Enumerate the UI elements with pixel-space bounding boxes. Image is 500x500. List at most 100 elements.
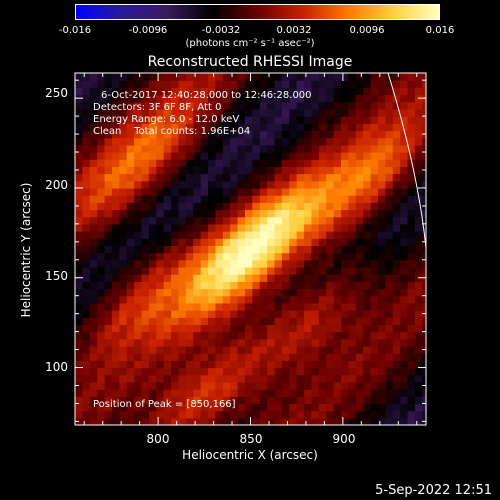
heatmap-cell [89,403,98,412]
heatmap-cell [422,389,426,397]
heatmap-cell [75,252,83,261]
heatmap-cell [141,288,150,297]
heatmap-cell [341,396,350,405]
heatmap-cell [341,274,350,282]
heatmap-cell [400,324,409,333]
heatmap-cell [296,173,305,182]
heatmap-cell [163,152,172,160]
heatmap-cell [156,180,165,189]
heatmap-cell [119,274,128,282]
heatmap-cell [296,403,305,412]
heatmap-cell [311,302,320,311]
heatmap-cell [355,108,364,117]
heatmap-cell [237,137,246,146]
heatmap-cell [311,187,320,196]
heatmap-cell [363,259,372,268]
heatmap-cell [200,259,209,268]
heatmap-cell [341,302,350,311]
heatmap-cell [134,123,143,132]
heatmap-cell [134,317,143,326]
heatmap-cell [126,159,135,167]
x-axis-label: Heliocentric X (arcsec) [182,448,318,462]
heatmap-cell [244,94,253,103]
heatmap-cell [407,295,416,304]
heatmap-cell [333,302,342,311]
heatmap-cell [281,381,290,390]
heatmap-cell [126,245,135,254]
heatmap-cell [392,123,401,132]
heatmap-cell [111,259,120,268]
heatmap-cell [422,288,426,297]
heatmap-cell [341,166,350,175]
heatmap-cell [363,410,372,419]
heatmap-cell [355,389,364,397]
heatmap-cell [377,396,386,405]
heatmap-cell [392,116,401,124]
observation-time: 6-Oct-2017 12:40:28.000 to 12:46:28.000 [101,90,312,101]
heatmap-cell [104,187,113,196]
heatmap-cell [370,245,379,254]
heatmap-cell [348,324,357,333]
heatmap-cell [200,101,209,110]
heatmap-cell [111,310,120,318]
heatmap-cell [311,202,320,211]
heatmap-cell [230,80,239,88]
heatmap-cell [304,252,313,261]
heatmap-cell [178,274,187,282]
heatmap-cell [208,195,216,203]
heatmap-cell [237,331,246,340]
heatmap-cell [259,295,268,304]
heatmap-cell [75,259,83,268]
heatmap-cell [370,331,379,340]
heatmap-cell [414,209,423,218]
heatmap-cell [237,223,246,232]
heatmap-cell [370,144,379,153]
heatmap-cell [148,231,157,239]
heatmap-cell [252,173,261,182]
heatmap-cell [163,252,172,261]
heatmap-cell [318,187,327,196]
heatmap-cell [341,360,350,369]
heatmap-cell [281,252,290,261]
heatmap-cell [333,338,342,347]
heatmap-cell [274,123,283,132]
heatmap-cell [363,381,372,390]
heatmap-cell [259,417,268,425]
heatmap-cell [215,216,224,225]
heatmap-cell [193,367,202,376]
heatmap-cell [171,173,180,182]
heatmap-cell [215,252,224,261]
heatmap-cell [370,101,379,110]
heatmap-cell [193,302,202,311]
heatmap-cell [163,73,172,81]
heatmap-cell [267,274,276,282]
heatmap-cell [141,152,150,160]
heatmap-cell [274,238,283,246]
heatmap-cell [304,281,313,290]
heatmap-cell [97,130,106,139]
heatmap-cell [230,94,239,103]
heatmap-cell [259,116,268,124]
heatmap-cell [407,180,416,189]
heatmap-cell [259,252,268,261]
heatmap-cell [104,152,113,160]
heatmap-cell [326,130,335,139]
heatmap-cell [274,195,283,203]
heatmap-cell [274,116,283,124]
heatmap-cell [348,73,357,81]
heatmap-cell [230,338,239,347]
heatmap-cell [237,324,246,333]
heatmap-cell [193,345,202,354]
heatmap-cell [370,353,379,361]
heatmap-cell [222,223,231,232]
heatmap-cell [414,288,423,297]
heatmap-cell [111,252,120,261]
heatmap-cell [355,374,364,383]
heatmap-cell [200,238,209,246]
heatmap-cell [385,396,394,405]
heatmap-cell [311,180,320,189]
heatmap-cell [414,396,423,405]
heatmap-cell [289,173,298,182]
heatmap-cell [296,144,305,153]
colorbar-unit-label: (photons cm⁻² s⁻¹ asec⁻²) [185,38,315,49]
